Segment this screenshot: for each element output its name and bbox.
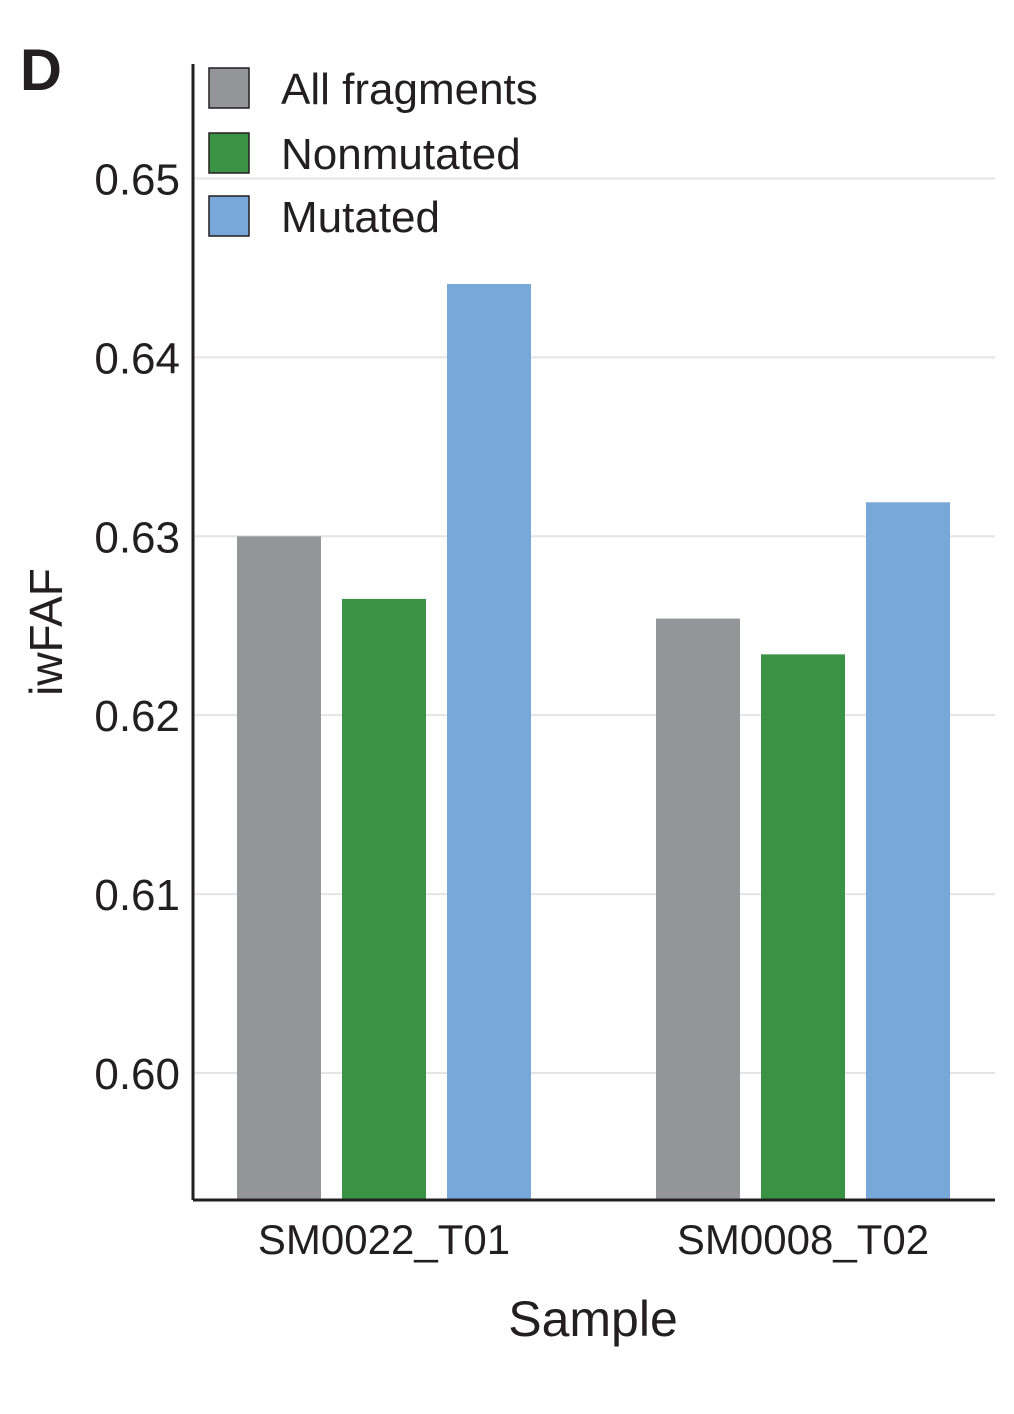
legend-swatch xyxy=(208,132,250,174)
legend-label: All fragments xyxy=(281,65,538,114)
panel-label: D xyxy=(20,38,62,103)
legend-swatch xyxy=(208,195,250,237)
x-tick-labels: SM0022_T01 SM0008_T02 xyxy=(258,1216,929,1263)
bar xyxy=(866,502,950,1201)
y-axis-label: iwFAF xyxy=(20,568,72,696)
y-tick-label: 0.60 xyxy=(94,1050,180,1099)
gridlines xyxy=(193,177,995,1074)
y-tick-label: 0.61 xyxy=(94,871,180,920)
y-tick-label: 0.63 xyxy=(94,513,180,562)
legend: All fragments Nonmutated Mutated xyxy=(208,65,538,242)
bars xyxy=(237,284,950,1201)
legend-label: Mutated xyxy=(281,193,440,242)
legend-swatch xyxy=(208,67,250,109)
bar xyxy=(761,654,845,1200)
bar xyxy=(447,284,531,1201)
y-tick-label: 0.64 xyxy=(94,334,180,383)
y-tick-label: 0.62 xyxy=(94,692,180,741)
bar xyxy=(237,536,321,1200)
y-tick-labels: 0.60 0.61 0.62 0.63 0.64 0.65 xyxy=(94,155,180,1098)
y-tick-label: 0.65 xyxy=(94,155,180,204)
legend-label: Nonmutated xyxy=(281,130,521,179)
x-tick-label: SM0008_T02 xyxy=(677,1216,929,1263)
bar xyxy=(342,598,426,1200)
x-axis-label: Sample xyxy=(508,1291,678,1347)
bar xyxy=(656,618,740,1200)
x-tick-label: SM0022_T01 xyxy=(258,1216,510,1263)
